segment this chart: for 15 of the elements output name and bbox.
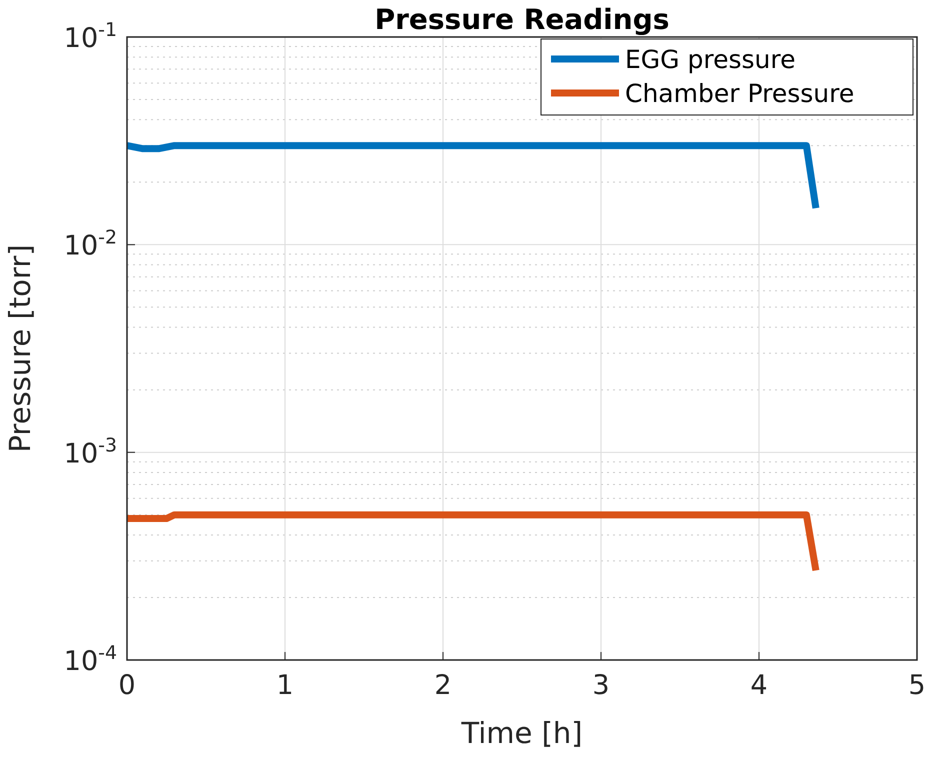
x-tick-label: 2 (434, 670, 452, 701)
y-tick-label: 10$^{-3}$ (64, 434, 117, 470)
chart-title: Pressure Readings (374, 3, 670, 36)
y-tick-label: 10$^{-2}$ (64, 226, 117, 262)
x-tick-label: 3 (592, 670, 610, 701)
legend-label: Chamber Pressure (625, 79, 854, 108)
x-tick-label: 5 (908, 670, 926, 701)
y-tick-label: 10$^{-4}$ (64, 642, 117, 677)
x-tick-label: 1 (276, 670, 294, 701)
y-tick-label: 10$^{-1}$ (64, 19, 117, 54)
y-axis-title: Pressure [torr] (3, 244, 37, 453)
x-tick-label: 0 (118, 670, 136, 701)
x-tick-label: 4 (750, 670, 768, 701)
legend-label: EGG pressure (625, 45, 796, 74)
x-axis-title: Time [h] (460, 716, 583, 750)
